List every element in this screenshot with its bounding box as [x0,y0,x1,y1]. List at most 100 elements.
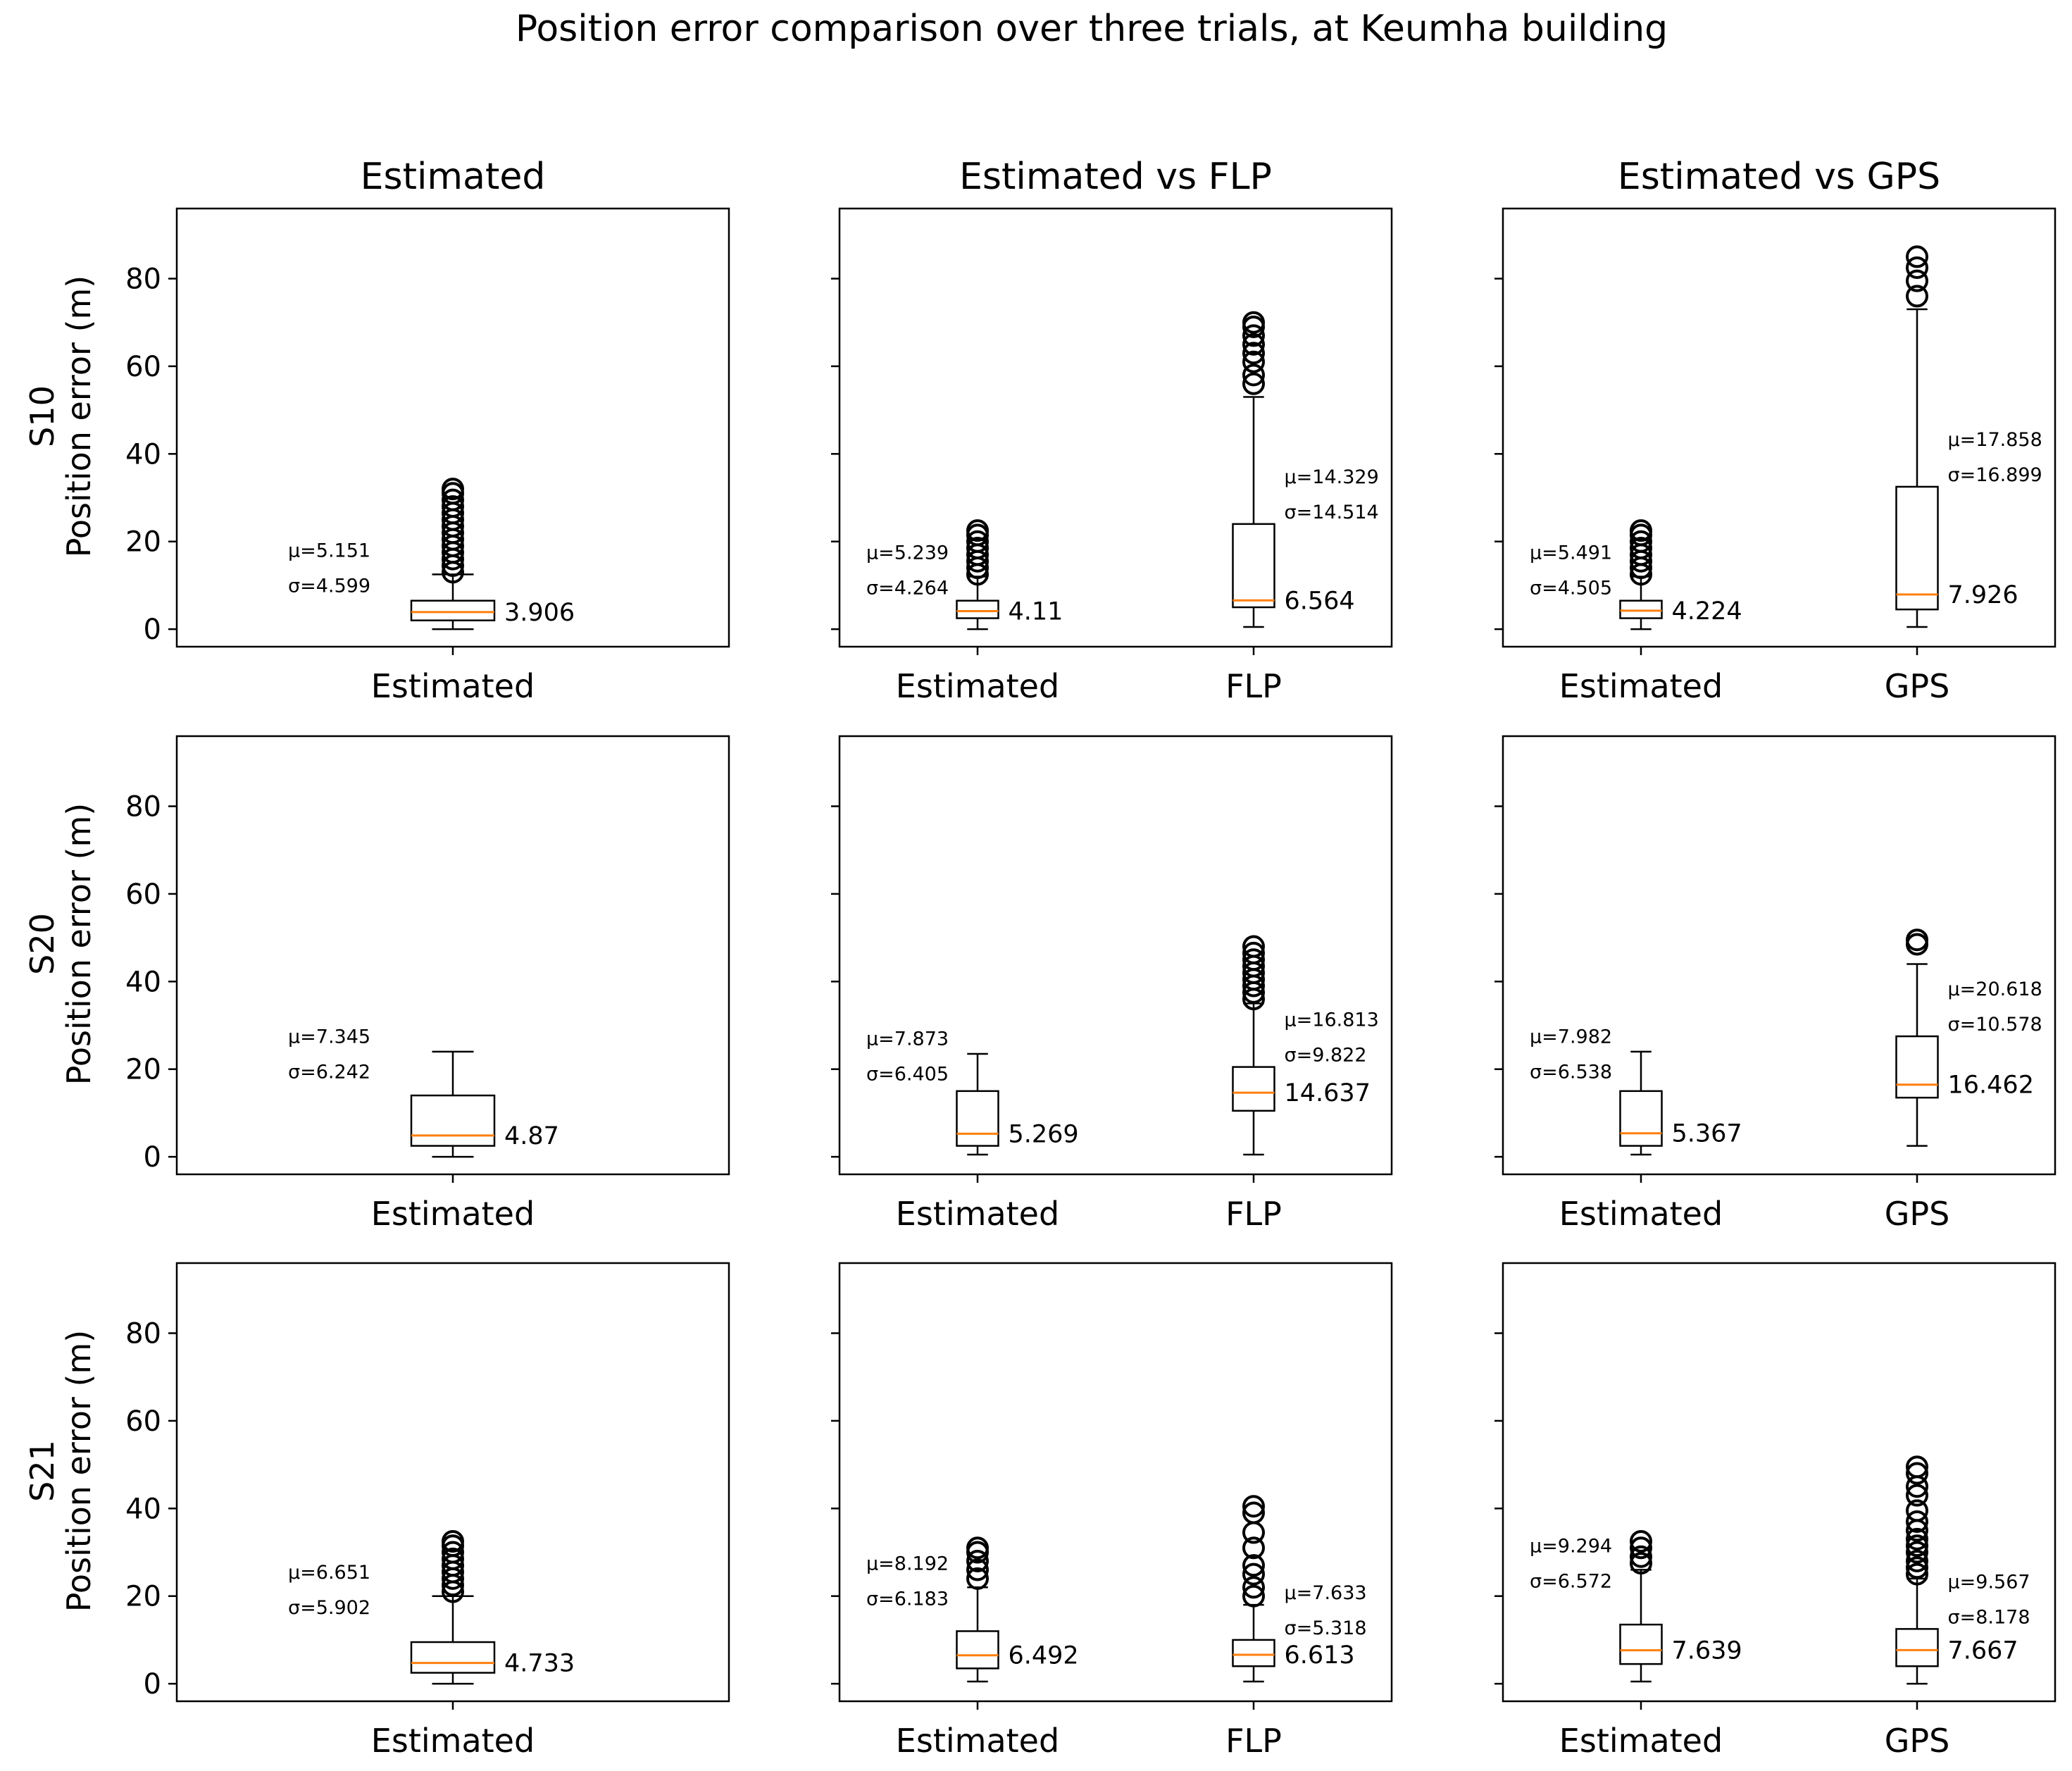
y-tick-label: 40 [125,1493,161,1525]
iqr-box [956,1630,999,1670]
y-tick-label: 60 [125,351,161,383]
box-flp: 6.564 μ=14.329 σ=14.514 [1232,311,1379,628]
std-label: σ=10.578 [1948,1014,2042,1036]
outlier-point [442,478,464,501]
device-label: S10 [23,385,61,447]
outlier-point [1906,245,1928,268]
std-label: σ=14.514 [1285,502,1379,523]
outlier-point [1906,1510,1928,1533]
x-tick-label: Estimated [371,667,535,705]
x-tick-label: Estimated [1559,1195,1723,1233]
box-estimated: 6.492 μ=8.192 σ=6.183 [866,1536,1079,1683]
outlier-point [1906,1484,1928,1507]
mean-label: μ=7.982 [1530,1026,1612,1048]
y-tick-label: 0 [144,1668,161,1701]
outlier-point [442,1541,464,1564]
y-tick-label: 20 [125,1054,161,1086]
iqr-box [1619,1090,1663,1147]
outlier-point [1906,1462,1928,1485]
box-estimated: 3.906 μ=5.151 σ=4.599 [288,478,575,630]
outlier-point [442,1547,464,1570]
subplot-panel: 0 20 40 60 80 4.87 μ=7.345 σ=6.242 Estimated [125,735,730,1233]
median-label: 7.667 [1948,1636,2018,1665]
outlier-point [1906,1455,1928,1479]
outlier-point [1242,342,1265,365]
mean-label: μ=16.813 [1285,1009,1379,1031]
outlier-point [1242,1536,1265,1560]
outlier-point [1906,1556,1928,1579]
outlier-point [966,1549,989,1572]
x-tick-label: Estimated [1559,667,1723,705]
box-gps: 7.926 μ=17.858 σ=16.899 [1895,245,2042,628]
mean-label: μ=5.491 [1530,542,1612,564]
x-tick-label: Estimated [371,1195,535,1233]
std-label: σ=6.405 [866,1064,949,1086]
outlier-point [1630,1529,1652,1553]
median-label: 4.87 [504,1122,559,1150]
device-label: S20 [23,913,61,975]
x-tick-label: FLP [1225,667,1282,705]
box-estimated: 5.367 μ=7.982 σ=6.538 [1530,1026,1742,1156]
mean-label: μ=17.858 [1948,429,2042,451]
mean-label: μ=7.345 [288,1026,370,1048]
y-tick-label: 20 [125,1581,161,1613]
subplot-panel: 0 20 40 60 80 3.906 μ=5.151 σ=4.599 Estimated [125,207,730,705]
outlier-point [1242,372,1265,395]
x-tick-label: FLP [1225,1195,1282,1233]
outlier-point [1906,1549,1928,1572]
box-estimated: 7.639 μ=9.294 σ=6.572 [1530,1529,1742,1683]
y-axis-label: Position error (m) [60,1330,98,1612]
axes-frame [838,735,1393,1176]
std-label: σ=4.264 [866,578,949,599]
x-tick-label: Estimated [896,1195,1059,1233]
column-title: Estimated vs FLP [959,156,1272,198]
x-tick-label: GPS [1885,1722,1950,1760]
median-label: 7.926 [1948,581,2018,609]
mean-label: μ=9.294 [1530,1536,1612,1558]
median-label: 7.639 [1672,1637,1742,1665]
axes-frame [1502,207,2057,648]
y-tick-label: 0 [144,1141,161,1174]
outlier-point [1242,1501,1265,1524]
outlier-point [1906,285,1928,308]
outlier-point [1906,933,1928,956]
outlier-point [1242,1576,1265,1599]
row-label: S21Position error (m) [23,1330,98,1612]
x-tick-label: Estimated [896,1722,1059,1760]
outlier-point [1630,537,1652,560]
median-label: 4.224 [1672,597,1742,626]
outlier-point [966,537,989,560]
mean-label: μ=7.873 [866,1029,949,1050]
iqr-box [1232,1066,1275,1112]
outlier-point [1630,519,1652,542]
box-gps: 16.462 μ=20.618 σ=10.578 [1895,928,2042,1147]
iqr-box [410,1641,496,1674]
std-label: σ=6.242 [288,1061,370,1083]
box-estimated: 4.87 μ=7.345 σ=6.242 [288,1026,559,1158]
y-tick-label: 80 [125,263,161,296]
axes-frame [1502,1262,2057,1703]
y-tick-label: 20 [125,526,161,559]
outlier-point [1242,948,1265,971]
row-label: S20Position error (m) [23,803,98,1085]
std-label: σ=9.822 [1285,1045,1367,1067]
iqr-box [410,599,496,621]
outlier-point [1242,1584,1265,1608]
row-label: S10Position error (m) [23,275,98,557]
y-tick-label: 80 [125,1318,161,1350]
std-label: σ=6.572 [1530,1571,1612,1593]
outlier-point [1242,324,1265,347]
outlier-point [1906,1499,1928,1522]
std-label: σ=4.599 [288,575,370,597]
outlier-point [966,519,989,542]
mean-label: μ=5.151 [288,540,370,561]
y-tick-label: 60 [125,1405,161,1438]
std-label: σ=5.902 [288,1597,370,1619]
subplot-panel: 4.224 μ=5.491 σ=4.505 Estimated 7.926 μ=17.85… [1494,207,2057,705]
mean-label: μ=5.239 [866,542,949,564]
y-tick-label: 40 [125,966,161,998]
mean-label: μ=20.618 [1948,978,2042,1000]
outlier-point [966,1558,989,1582]
mean-label: μ=7.633 [1285,1582,1367,1604]
median-label: 5.367 [1672,1120,1742,1148]
